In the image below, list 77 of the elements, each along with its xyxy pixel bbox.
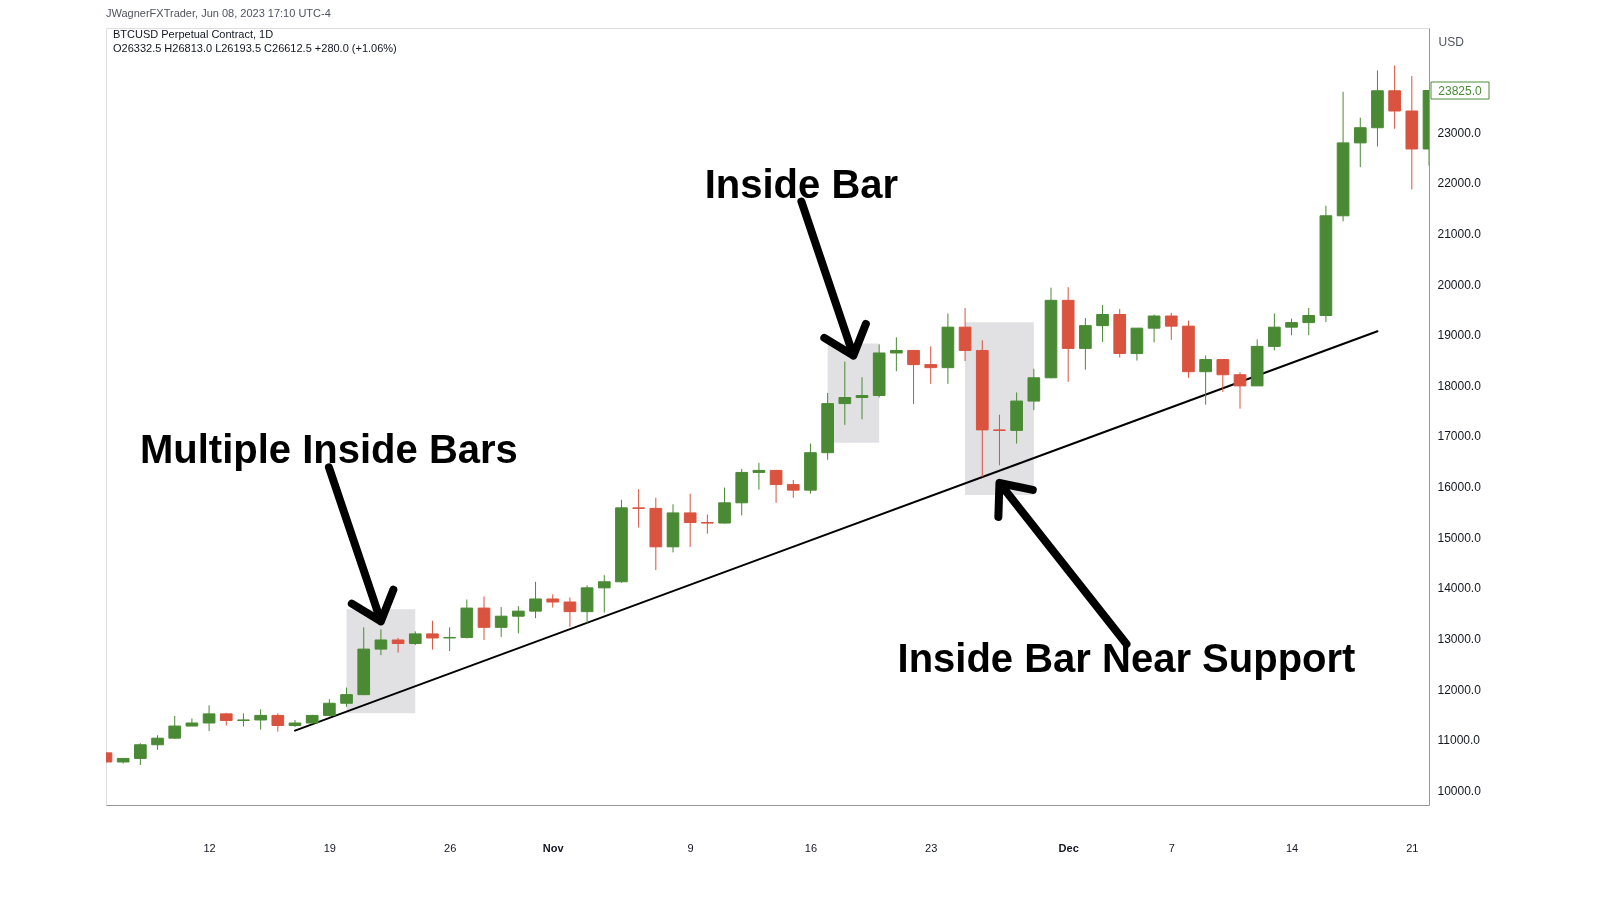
y-tick-label: 13000.0 <box>1437 631 1482 646</box>
candlestick <box>683 493 697 548</box>
y-tick-label: 15000.0 <box>1437 530 1482 545</box>
y-tick-label: 14000.0 <box>1437 581 1482 596</box>
candlestick <box>391 637 405 654</box>
chart-title: BTCUSD Perpetual Contract, 1D <box>113 28 274 40</box>
y-tick-label: 22000.0 <box>1437 176 1482 191</box>
y-tick-label: 16000.0 <box>1437 480 1482 495</box>
candlestick <box>1147 314 1161 343</box>
candlestick <box>477 595 491 641</box>
x-tick-label: 23 <box>925 841 938 854</box>
candlestick <box>907 349 920 405</box>
candlestick <box>1388 64 1401 130</box>
candlestick <box>1199 355 1212 406</box>
candlestick <box>769 469 783 504</box>
candlestick <box>580 584 594 624</box>
candlestick <box>993 414 1006 466</box>
candlestick <box>958 307 972 362</box>
x-tick-label: 19 <box>323 841 336 854</box>
candlestick <box>924 345 938 385</box>
annotation: 23825.0 <box>1438 83 1483 98</box>
band-label: Multiple Inside Bars <box>139 427 518 472</box>
text: JWagnerFXTrader, Jun 08, 2023 17:10 UTC-4 <box>106 7 331 19</box>
candlestick <box>529 581 542 619</box>
y-tick-label: 17000.0 <box>1437 429 1482 444</box>
text: O26332.5 H26813.0 L26193.5 C26612.5 +280.0 (+1.06%) <box>113 42 397 54</box>
candlestick <box>202 704 216 732</box>
x-tick-label: 21 <box>1406 841 1419 854</box>
candlestick <box>1027 368 1041 411</box>
candlestick <box>185 717 199 727</box>
y-tick-label: 18000.0 <box>1437 378 1482 393</box>
x-tick-label: 26 <box>444 841 457 854</box>
x-tick-label: 7 <box>1168 841 1175 854</box>
y-tick-label: 23000.0 <box>1437 125 1482 140</box>
candlestick <box>237 712 250 728</box>
x-tick-label: 12 <box>203 841 216 854</box>
candlestick <box>271 712 285 733</box>
candlestick <box>718 487 731 525</box>
candlestick <box>426 620 439 651</box>
candlestick <box>340 687 353 708</box>
candlestick <box>494 606 508 638</box>
candlestick <box>632 488 645 529</box>
candlestick <box>134 742 147 766</box>
candlestick <box>512 605 525 634</box>
y-tick-label: 21000.0 <box>1437 227 1482 242</box>
candlestick <box>597 574 611 614</box>
candlestick <box>254 708 267 731</box>
candlestick <box>1268 312 1281 351</box>
candlestick <box>855 376 869 420</box>
band-label: Inside Bar <box>704 161 899 206</box>
candlestick <box>838 361 852 426</box>
candlestick <box>1302 307 1316 336</box>
x-tick-label: Dec <box>1058 841 1079 854</box>
candlestick <box>1164 312 1178 341</box>
candlestick <box>890 336 903 372</box>
x-tick-label: 14 <box>1285 841 1299 854</box>
candlestick <box>168 715 182 740</box>
candlestick <box>1079 317 1092 371</box>
y-axis-title: USD <box>1438 34 1465 49</box>
candlestick <box>443 626 456 652</box>
candlestick <box>1353 117 1367 168</box>
candlestick <box>563 596 577 628</box>
candlestick <box>374 628 388 656</box>
candlestick <box>1233 371 1247 410</box>
y-tick-label: 11000.0 <box>1437 733 1481 748</box>
y-tick-label: 10000.0 <box>1437 783 1482 798</box>
x-tick-label: 16 <box>804 841 818 854</box>
candlestick <box>752 462 766 491</box>
candlestick <box>701 513 714 535</box>
x-tick-label: 9 <box>687 841 694 854</box>
candlestick <box>1096 304 1109 343</box>
band-label: Inside Bar Near Support <box>897 635 1356 680</box>
y-tick-label: 19000.0 <box>1437 328 1482 343</box>
x-tick-label: Nov <box>542 841 565 854</box>
y-tick-label: 20000.0 <box>1437 277 1482 292</box>
y-tick-label: 12000.0 <box>1437 682 1482 697</box>
candlestick <box>1216 358 1230 393</box>
